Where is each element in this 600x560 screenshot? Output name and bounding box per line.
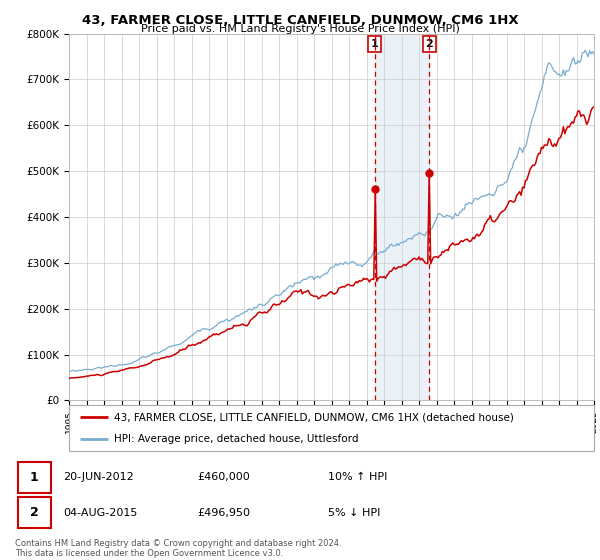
Bar: [18, 462, 51, 493]
Text: Price paid vs. HM Land Registry's House Price Index (HPI): Price paid vs. HM Land Registry's House …: [140, 24, 460, 34]
Text: 43, FARMER CLOSE, LITTLE CANFIELD, DUNMOW, CM6 1HX: 43, FARMER CLOSE, LITTLE CANFIELD, DUNMO…: [82, 14, 518, 27]
Text: 20-JUN-2012: 20-JUN-2012: [64, 473, 134, 482]
Text: Contains HM Land Registry data © Crown copyright and database right 2024.
This d: Contains HM Land Registry data © Crown c…: [15, 539, 341, 558]
Text: HPI: Average price, detached house, Uttlesford: HPI: Average price, detached house, Uttl…: [113, 435, 358, 444]
Text: 43, FARMER CLOSE, LITTLE CANFIELD, DUNMOW, CM6 1HX (detached house): 43, FARMER CLOSE, LITTLE CANFIELD, DUNMO…: [113, 412, 514, 422]
Text: 10% ↑ HPI: 10% ↑ HPI: [329, 473, 388, 482]
Text: 1: 1: [371, 39, 379, 49]
Text: 04-AUG-2015: 04-AUG-2015: [64, 508, 138, 517]
Text: 2: 2: [425, 39, 433, 49]
Text: 2: 2: [30, 506, 39, 519]
Text: 5% ↓ HPI: 5% ↓ HPI: [329, 508, 381, 517]
Bar: [18, 497, 51, 528]
Text: £460,000: £460,000: [197, 473, 250, 482]
Bar: [375, 34, 430, 400]
Text: £496,950: £496,950: [197, 508, 250, 517]
Text: 1: 1: [30, 471, 39, 484]
